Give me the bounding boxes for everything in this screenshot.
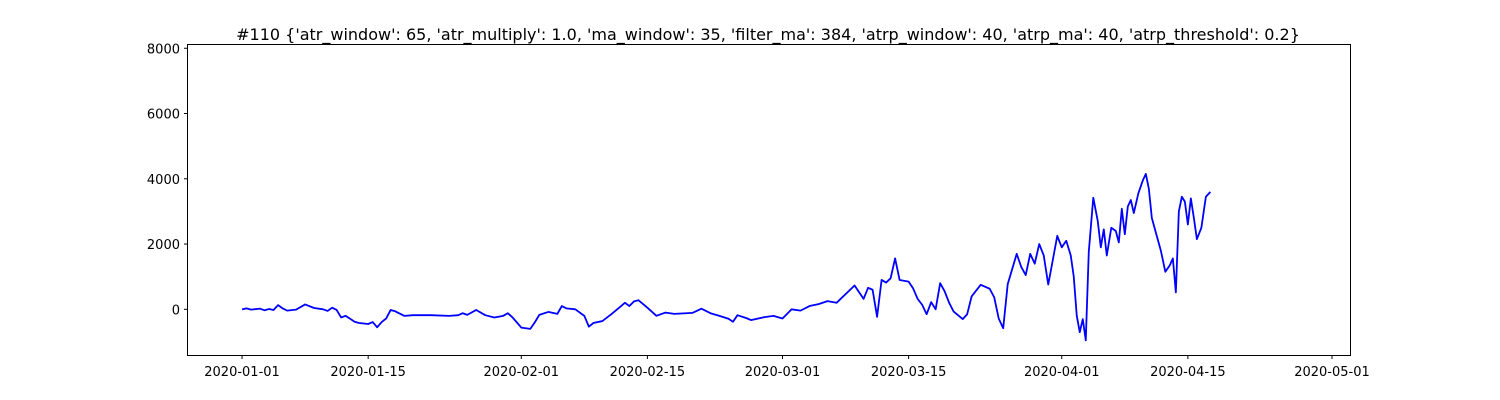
x-tick-label: 2020-01-01 — [204, 365, 280, 380]
x-axis: 2020-01-01 2020-01-15 2020-02-01 2020-02-15… — [204, 355, 1370, 380]
series-line — [241, 172, 1212, 342]
y-axis: 0 2000 4000 6000 8000 — [147, 42, 188, 318]
x-tick-label: 2020-03-01 — [745, 365, 821, 380]
y-tick-label: 4000 — [147, 173, 180, 188]
y-tick-label: 6000 — [147, 108, 180, 123]
y-tick-label: 8000 — [147, 42, 180, 57]
plot-area — [187, 44, 1351, 356]
y-tick-label: 2000 — [147, 238, 180, 253]
x-tick-label: 2020-05-01 — [1294, 365, 1370, 380]
x-tick-label: 2020-02-01 — [484, 365, 560, 380]
x-tick-label: 2020-04-15 — [1150, 365, 1226, 380]
x-tick-label: 2020-02-15 — [610, 365, 686, 380]
chart-title: #110 {'atr_window': 65, 'atr_multiply': … — [236, 25, 1300, 45]
x-tick-label: 2020-03-15 — [871, 365, 947, 380]
x-tick-label: 2020-04-01 — [1024, 365, 1100, 380]
plot-frame — [187, 44, 1351, 356]
y-tick-label: 0 — [172, 303, 180, 318]
x-tick-label: 2020-01-15 — [330, 365, 406, 380]
